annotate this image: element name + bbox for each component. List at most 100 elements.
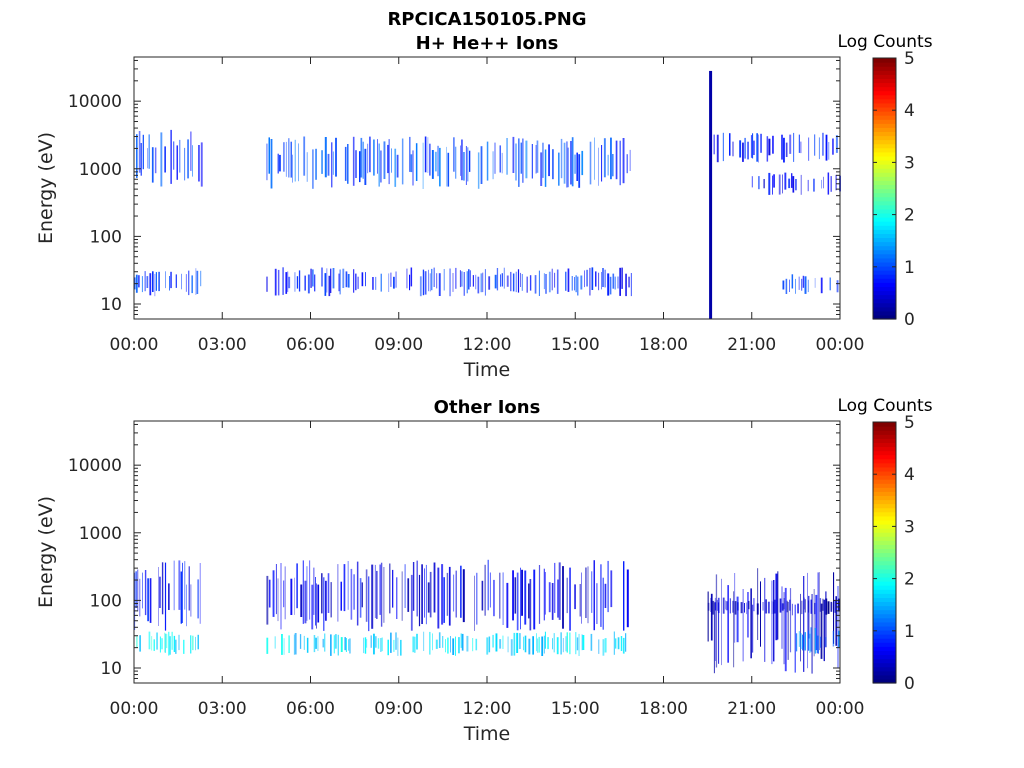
- spectrogram-cell: [333, 635, 335, 654]
- spectrogram-cell: [278, 154, 281, 172]
- spectrogram-cell: [429, 631, 431, 655]
- colorbar-swatch: [873, 147, 896, 153]
- colorbar-swatch: [873, 605, 896, 611]
- spectrogram-cell: [200, 270, 202, 287]
- spectrogram-cell: [458, 637, 460, 654]
- spectrogram-cell: [827, 172, 830, 195]
- spectrogram-cell: [366, 639, 368, 648]
- spectrogram-cell: [604, 269, 606, 288]
- spectrogram-cell: [395, 632, 397, 650]
- spectrogram-cell: [535, 145, 537, 174]
- spectrogram-cell: [467, 147, 469, 182]
- spectrogram-cell: [321, 150, 323, 174]
- spectrogram-cell: [180, 571, 182, 624]
- spectrogram-cell: [750, 135, 752, 158]
- spectrogram-cell: [543, 635, 545, 654]
- spectrogram-cell: [266, 143, 268, 181]
- spectrogram-cell: [304, 580, 307, 624]
- x-tick-label: 12:00: [463, 335, 512, 355]
- spectrogram-cell: [804, 276, 807, 294]
- colorbar-swatch: [873, 184, 896, 190]
- colorbar-tick-label: 0: [904, 674, 915, 694]
- colorbar-swatch: [873, 495, 896, 501]
- spectrogram-cell: [175, 274, 177, 288]
- spectrogram-cell: [598, 147, 599, 186]
- spectrogram-cell: [520, 272, 521, 287]
- spectrogram-cell: [200, 142, 203, 187]
- spectrogram-cell: [387, 144, 389, 174]
- spectrogram-cell: [820, 603, 823, 659]
- colorbar-tick-label: 1: [904, 258, 915, 278]
- spectrogram-cell: [615, 140, 618, 180]
- spectrogram-cell: [315, 637, 317, 649]
- spectrogram-cell: [813, 178, 815, 192]
- spectrogram-cell: [570, 141, 572, 185]
- spectrogram-cell: [393, 639, 395, 652]
- spectrogram-cell: [330, 268, 332, 293]
- colorbar-swatch: [873, 282, 896, 287]
- colorbar-tick-label: 3: [904, 517, 915, 537]
- spectrogram-cell: [370, 635, 372, 648]
- colorbar-swatch: [873, 66, 896, 71]
- spectrogram-cell: [347, 561, 349, 610]
- y-axis-label: Energy (eV): [35, 496, 57, 608]
- spectrogram-cell: [529, 275, 532, 291]
- spectrogram-cell: [306, 566, 308, 621]
- colorbar-swatch: [873, 475, 896, 480]
- spectrogram-cell: [165, 271, 166, 289]
- spectrogram-cell: [348, 639, 350, 651]
- colorbar-swatch: [873, 314, 896, 320]
- spectrogram-cell: [522, 138, 524, 183]
- spectrogram-cell: [501, 273, 503, 287]
- spectrogram-cell: [183, 639, 185, 654]
- spectrogram-cell: [171, 631, 173, 650]
- colorbar-swatch: [873, 164, 896, 169]
- spectrogram-cell: [283, 580, 285, 608]
- spectrogram-cell: [361, 582, 363, 608]
- spectrogram-cell: [575, 632, 577, 655]
- spectrogram-cell: [521, 569, 523, 616]
- spectrogram-cell: [782, 174, 783, 194]
- spectrogram-cell: [501, 152, 503, 174]
- spectrogram-cell: [543, 273, 545, 290]
- spectrogram-cell: [518, 633, 521, 649]
- spectrogram-cell: [306, 637, 309, 653]
- spectrogram-cell: [753, 140, 755, 155]
- spectrogram-cell: [169, 276, 170, 291]
- spectrogram-cell: [500, 274, 501, 287]
- colorbar-swatch: [873, 585, 896, 590]
- colorbar-swatch: [873, 90, 896, 96]
- spectrogram-cell: [281, 634, 283, 655]
- colorbar-swatch: [873, 593, 896, 598]
- spectrogram-cell: [524, 570, 527, 625]
- y-tick-label: 10000: [68, 456, 122, 476]
- spectrogram-cell: [758, 176, 760, 190]
- spectrogram-cell: [515, 271, 517, 293]
- spectrogram-cell: [396, 577, 398, 619]
- colorbar-label: Log Counts: [837, 32, 932, 52]
- spectrogram-cell: [507, 636, 509, 653]
- spectrogram-cell: [630, 273, 632, 297]
- spectrogram-cell: [340, 637, 343, 652]
- spectrogram-cell: [713, 602, 715, 674]
- spectrogram-cell: [353, 269, 355, 293]
- spectrogram-cell: [833, 572, 835, 644]
- spectrogram-cell: [412, 636, 415, 653]
- spectrogram-cell: [554, 562, 556, 613]
- spectrogram-cell: [772, 135, 774, 154]
- spectrogram-cell: [139, 578, 141, 617]
- spectrogram-cell: [822, 598, 824, 611]
- spectrogram-cell: [602, 577, 604, 630]
- spectrogram-cell: [548, 144, 550, 177]
- spectrogram-cell: [449, 268, 451, 297]
- colorbar-swatch: [873, 601, 896, 607]
- spectrogram-cell: [541, 636, 544, 656]
- spectrogram-cell: [512, 136, 515, 173]
- colorbar-swatch: [873, 82, 896, 88]
- colorbar-swatch: [873, 462, 896, 468]
- spectrogram-cell: [823, 176, 824, 189]
- spectrogram-cell: [138, 275, 140, 288]
- spectrogram-cell: [433, 267, 435, 287]
- spectrogram-cell: [560, 632, 562, 655]
- spectrogram-cell: [757, 568, 759, 640]
